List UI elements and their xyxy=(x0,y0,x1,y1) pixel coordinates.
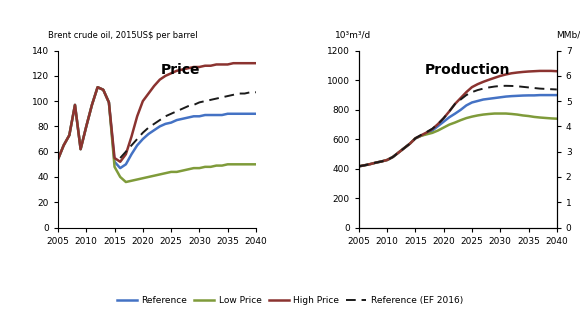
Legend: Reference, Low Price, High Price, Reference (EF 2016): Reference, Low Price, High Price, Refere… xyxy=(113,292,467,308)
Text: Brent crude oil, 2015US$ per barrel: Brent crude oil, 2015US$ per barrel xyxy=(48,31,198,40)
Text: Production: Production xyxy=(425,63,510,77)
Text: Price: Price xyxy=(161,63,201,77)
Text: 10³m³/d: 10³m³/d xyxy=(335,31,371,40)
Text: MMb/d: MMb/d xyxy=(556,31,580,40)
